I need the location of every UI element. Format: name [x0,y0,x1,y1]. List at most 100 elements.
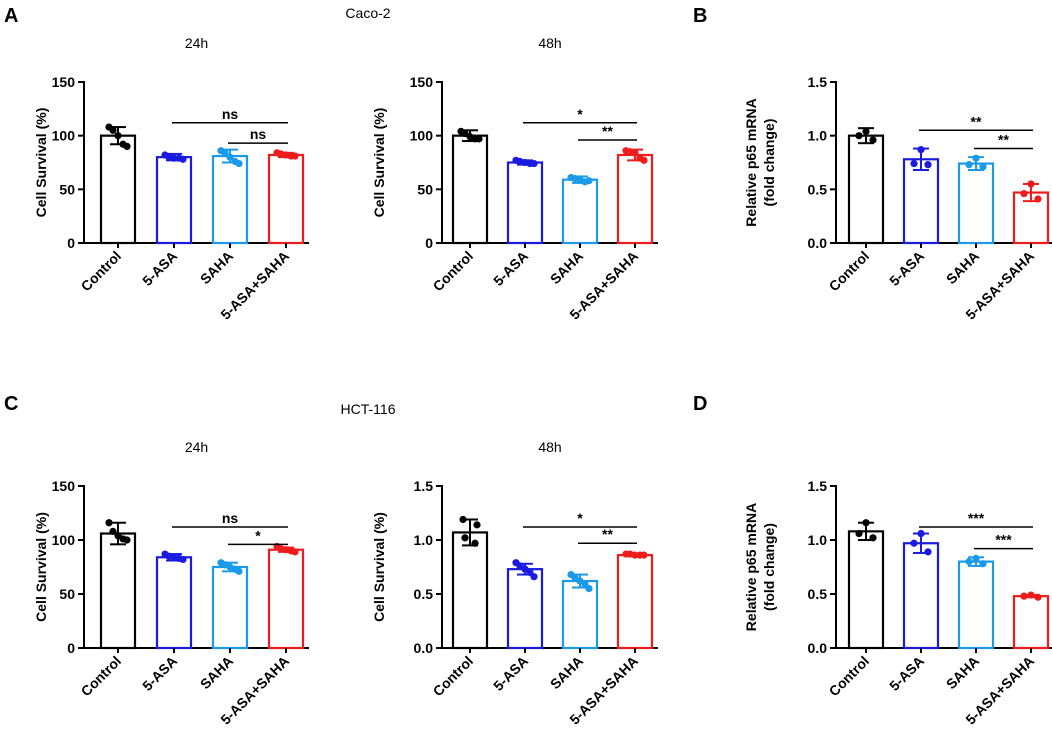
x-tick-label: SAHA [197,248,236,287]
y-axis-label: Cell Survival (%) [33,108,49,218]
chart-c-48h: 48h Cell Survival (%) 0.0 0.5 1.0 1.5 Control 5… [371,439,658,728]
data-point [910,539,918,547]
data-point [291,548,299,556]
data-point [640,551,648,559]
data-point [924,161,932,169]
data-point [917,529,925,538]
significance-label: *** [995,532,1012,548]
data-point [972,154,980,162]
x-tick-label: SAHA [547,248,586,287]
y-tick-label: 100 [52,128,76,144]
data-point [855,529,863,538]
bar [451,134,489,245]
bar [451,531,489,650]
y-tick-label: 100 [52,532,76,548]
x-tick-label: SAHA [943,653,982,692]
y-tick-label: 1.5 [808,74,828,90]
data-point [862,127,870,135]
x-tick-label: 5-ASA [886,653,927,694]
chart-title: 48h [538,35,561,51]
bar [506,161,544,245]
significance-label: * [577,510,583,526]
significance-label: ** [998,132,1009,148]
significance-label: ** [971,113,982,129]
data-point [235,159,243,168]
y-tick-label: 50 [417,181,433,197]
x-tick-label: SAHA [547,653,586,692]
data-point [235,567,243,575]
x-tick-label: 5-ASA [886,248,927,289]
y-tick-label: 50 [59,181,75,197]
bar [957,162,995,245]
data-point [170,154,178,162]
bar [155,556,193,650]
data-point [965,558,973,566]
data-point [869,534,877,542]
y-tick-label: 0 [425,235,433,251]
chart-c-24h: 24h Cell Survival (%) 0 50 100 150 Control 5-AS… [33,439,309,728]
significance-label: * [255,527,261,543]
data-point [862,519,870,527]
y-tick-label: 150 [52,74,76,90]
data-point [1034,593,1042,601]
significance-label: ns [222,106,239,122]
significance-label: ns [222,510,239,526]
data-point [1020,592,1028,600]
bar [211,154,249,245]
chart-title: 24h [185,439,208,455]
y-tick-label: 0.5 [808,586,828,602]
bar [155,156,193,245]
y-axis-label: Relative p65 mRNA [743,503,759,631]
data-point [1020,190,1028,198]
y-tick-label: 0.5 [808,181,828,197]
y-tick-label: 150 [52,478,76,494]
data-point [459,515,467,524]
significance-label: * [577,106,583,122]
bar [1012,595,1050,650]
data-point [585,585,593,593]
bar [902,158,940,245]
chart-title: 48h [538,439,561,455]
significance-label: ** [602,123,613,139]
data-point [475,135,483,143]
data-point [471,539,479,547]
data-point [631,149,639,157]
y-tick-label: 0.0 [808,235,828,251]
bar [267,548,305,650]
bar [99,532,137,650]
bar [847,134,885,245]
x-tick-label: 5-ASA [139,653,180,694]
y-axis-label: Cell Survival (%) [33,512,49,622]
data-point [109,527,117,535]
bar [616,554,654,650]
data-point [109,126,117,134]
data-point [965,161,973,169]
y-tick-label: 150 [410,74,434,90]
data-point [979,163,987,171]
x-tick-label: Control [430,653,477,700]
data-point [123,536,131,544]
y-axis-label: Cell Survival (%) [371,108,387,218]
x-tick-label: Control [78,653,125,700]
bar [847,530,885,650]
data-point [221,149,229,157]
data-point [473,521,481,529]
cell-line-title-caco2: Caco-2 [345,5,390,21]
y-tick-label: 0.0 [414,640,434,656]
y-axis-label: Cell Survival (%) [371,512,387,622]
data-point [179,555,187,564]
bar [561,178,599,245]
bar [957,560,995,650]
x-tick-label: SAHA [943,248,982,287]
y-tick-label: 1.0 [414,532,434,548]
x-tick-label: Control [826,653,873,700]
bar [506,568,544,650]
y-axis-label: Relative p65 mRNA [743,98,759,226]
y-tick-label: 0 [67,235,75,251]
cell-line-title-hct116: HCT-116 [341,401,396,417]
data-point [461,534,469,542]
data-point [979,560,987,568]
y-axis-label: (fold change) [761,523,777,611]
chart-a-24h: 24h Cell Survival (%) 0 50 100 150 Control 5-AS… [33,35,309,323]
